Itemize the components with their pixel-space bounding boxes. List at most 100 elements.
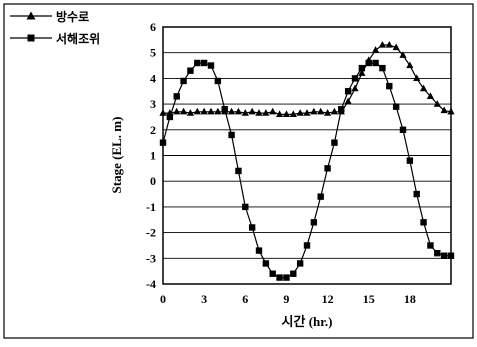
data-point-square xyxy=(166,113,174,121)
data-point-triangle xyxy=(255,109,263,116)
data-point-triangle xyxy=(179,107,188,115)
data-point-square xyxy=(317,193,324,200)
data-point-square xyxy=(262,260,270,267)
data-point-triangle xyxy=(385,40,393,48)
data-point-triangle xyxy=(344,97,352,105)
y-tick-label: -2 xyxy=(146,226,156,240)
data-point-square xyxy=(187,67,194,74)
data-point-square xyxy=(399,126,407,133)
data-point-triangle xyxy=(159,109,167,116)
data-point-square xyxy=(173,93,180,100)
y-tick-label: 1 xyxy=(150,149,156,163)
data-point-triangle xyxy=(262,109,270,116)
legend-label-1: 방수로 xyxy=(56,9,89,24)
x-tick-label: 0 xyxy=(160,292,166,306)
data-point-square xyxy=(386,82,393,90)
data-point-square xyxy=(365,59,372,67)
data-point-triangle xyxy=(248,107,256,115)
data-point-triangle xyxy=(399,51,407,58)
legend-label-2: 서해조위 xyxy=(56,31,100,46)
y-tick-labels: 6 5 4 3 2 1 0 -1 -2 -3 -4 xyxy=(146,20,156,291)
data-point-square xyxy=(344,88,352,95)
data-point-square xyxy=(351,75,359,82)
data-point-square xyxy=(221,106,228,113)
x-tick-label: 12 xyxy=(322,292,334,306)
legend-item-1: 방수로 xyxy=(10,9,89,24)
data-point-triangle xyxy=(186,109,195,116)
data-point-square xyxy=(303,242,311,249)
legend-square-icon xyxy=(27,34,35,42)
data-point-triangle xyxy=(289,110,297,117)
data-point-square xyxy=(406,157,414,164)
y-tick-label: 4 xyxy=(150,71,156,85)
data-point-square xyxy=(324,165,331,172)
data-point-triangle xyxy=(207,107,215,115)
data-point-triangle xyxy=(310,107,318,115)
data-point-triangle xyxy=(303,109,311,116)
legend-item-2: 서해조위 xyxy=(10,31,100,46)
data-point-triangle xyxy=(173,107,181,115)
data-point-square xyxy=(235,167,242,175)
data-point-triangle xyxy=(330,107,339,115)
data-point-triangle xyxy=(282,110,291,117)
data-point-square xyxy=(392,103,400,110)
data-point-triangle xyxy=(269,107,277,115)
x-tick-label: 15 xyxy=(363,292,375,306)
data-point-square xyxy=(276,274,283,281)
data-point-triangle xyxy=(447,107,455,115)
legend: 방수로 서해조위 xyxy=(10,9,100,46)
data-point-square xyxy=(290,270,297,277)
data-point-triangle xyxy=(241,109,249,116)
data-point-square xyxy=(440,252,448,259)
data-point-square xyxy=(207,62,215,69)
data-point-triangle xyxy=(440,106,448,114)
data-point-square xyxy=(310,219,318,226)
data-point-triangle xyxy=(234,107,243,115)
data-point-square xyxy=(413,190,420,198)
x-tick-label: 6 xyxy=(242,292,248,306)
data-point-square xyxy=(200,59,208,67)
y-tick-label: -3 xyxy=(146,251,156,265)
data-point-square xyxy=(434,249,441,257)
data-point-square xyxy=(338,106,345,113)
data-point-triangle xyxy=(275,110,284,117)
data-point-square xyxy=(159,139,167,146)
y-tick-label: -1 xyxy=(146,200,156,214)
data-point-triangle xyxy=(351,84,359,92)
data-point-square xyxy=(427,242,434,249)
data-point-square xyxy=(242,203,249,211)
x-tick-label: 18 xyxy=(404,292,416,306)
data-point-triangle xyxy=(392,43,400,51)
y-tick-label: 5 xyxy=(150,46,156,60)
data-point-square xyxy=(358,64,366,72)
y-tick-label: 3 xyxy=(150,97,156,111)
data-point-square xyxy=(379,64,386,72)
y-tick-label: 2 xyxy=(150,123,156,137)
data-point-triangle xyxy=(426,92,435,99)
x-tick-label: 9 xyxy=(283,292,289,306)
series-2 xyxy=(159,59,455,281)
data-point-triangle xyxy=(371,46,380,53)
data-point-triangle xyxy=(296,109,304,116)
x-tick-label: 3 xyxy=(201,292,207,306)
data-point-triangle xyxy=(200,107,208,115)
data-point-square xyxy=(331,139,338,146)
data-point-triangle xyxy=(193,107,201,115)
data-point-triangle xyxy=(227,107,236,115)
data-point-triangle xyxy=(323,109,332,116)
data-point-triangle xyxy=(317,107,325,115)
data-point-square xyxy=(214,77,222,85)
data-point-square xyxy=(420,219,427,226)
data-point-square xyxy=(372,59,379,67)
series-layer xyxy=(159,40,455,281)
data-point-square xyxy=(228,131,235,139)
data-point-square xyxy=(447,252,455,259)
data-point-triangle xyxy=(413,74,421,81)
data-point-triangle xyxy=(433,100,441,107)
x-axis-title: 시간 (hr.) xyxy=(282,314,333,329)
legend-triangle-icon xyxy=(26,11,36,20)
data-point-square xyxy=(283,274,290,281)
data-point-square xyxy=(248,224,256,231)
